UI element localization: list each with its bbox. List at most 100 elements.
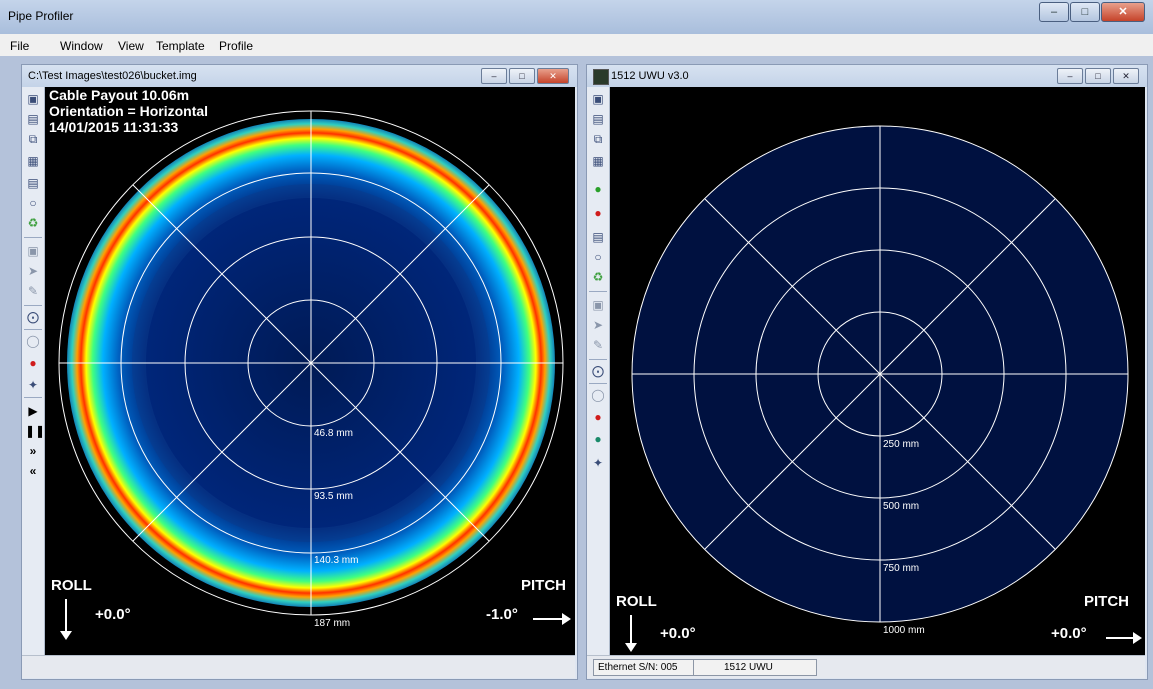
play-icon[interactable]: ▶ [28, 404, 38, 418]
roll-arrow-icon [65, 599, 67, 633]
copy-icon[interactable]: ⧉ [28, 132, 38, 146]
ring-label: 46.8 mm [314, 428, 353, 439]
menu-template[interactable]: Template [156, 39, 205, 53]
circle-icon[interactable]: ○ [29, 196, 37, 210]
pencil-icon[interactable]: ✎ [592, 338, 604, 352]
right-toolbar: ▣ ▤ ⧉ ▦ ● ● ▤ ○ ♻ ▣ ➤ ✎ ⨀ ◯ ● ● ✦ [587, 87, 610, 655]
ring-label: 93.5 mm [314, 491, 353, 502]
roll-label: ROLL [51, 577, 92, 594]
left-sonar-view[interactable]: Cable Payout 10.06m Orientation = Horizo… [45, 87, 575, 655]
save-icon[interactable]: ▣ [27, 92, 39, 106]
toolbar-separator [589, 359, 607, 360]
roll-value: +0.0° [95, 606, 131, 623]
ring-label: 250 mm [883, 439, 920, 450]
calendar-icon[interactable]: ▦ [27, 154, 39, 168]
left-window-titlebar[interactable]: C:\Test Images\test026\bucket.img – □ ✕ [22, 65, 577, 87]
circle-icon[interactable]: ○ [594, 250, 602, 264]
recycle-icon[interactable]: ♻ [592, 270, 604, 284]
app-titlebar: Pipe Profiler – □ ✕ [0, 0, 1153, 35]
ruler-icon[interactable]: ▤ [27, 176, 39, 190]
menu-window[interactable]: Window [60, 39, 103, 53]
pitch-arrow-icon [1106, 637, 1134, 639]
crosshair-icon[interactable]: ⨀ [27, 310, 39, 324]
status-serial: Ethernet S/N: 005 [593, 659, 695, 676]
right-sonar-view[interactable]: 250 mm 500 mm 750 mm 1000 mm ROLL +0.0° … [610, 87, 1145, 655]
left-window-controls: – □ ✕ [479, 68, 569, 84]
ring-label: 187 mm [314, 618, 351, 629]
record-icon[interactable]: ● [594, 410, 602, 424]
ring-label: 500 mm [883, 501, 920, 512]
document-red-icon[interactable]: ● [594, 206, 602, 220]
right-window-title: 1512 UWU v3.0 [611, 70, 689, 82]
menu-file[interactable]: File [10, 39, 30, 53]
pitch-label: PITCH [1084, 593, 1129, 610]
toolbar-separator [24, 329, 42, 330]
roll-arrowhead-icon [60, 631, 72, 640]
roll-label: ROLL [616, 593, 657, 610]
record-icon[interactable]: ● [29, 356, 37, 370]
status-device: 1512 UWU [693, 659, 817, 676]
lasso-icon[interactable]: ◯ [591, 388, 605, 402]
right-device-window: 1512 UWU v3.0 – □ ✕ ▣ ▤ ⧉ ▦ ● ● ▤ ○ ♻ ▣ … [586, 64, 1148, 680]
left-image-window: C:\Test Images\test026\bucket.img – □ ✕ … [21, 64, 578, 680]
crosshair-icon[interactable]: ⨀ [592, 364, 604, 378]
pointer-icon[interactable]: ➤ [27, 264, 39, 278]
menu-profile[interactable]: Profile [219, 39, 254, 53]
toolbar-separator [589, 383, 607, 384]
globe-icon[interactable]: ● [594, 432, 602, 446]
connect-icon[interactable]: ● [594, 182, 602, 196]
pitch-label: PITCH [521, 577, 566, 594]
pointer-icon[interactable]: ➤ [592, 318, 604, 332]
disk-icon[interactable]: ▣ [592, 298, 604, 312]
print-icon[interactable]: ▤ [27, 112, 39, 126]
menu-view[interactable]: View [118, 39, 144, 53]
ring-label: 1000 mm [883, 625, 925, 636]
wand-icon[interactable]: ✦ [592, 456, 604, 470]
right-window-titlebar[interactable]: 1512 UWU v3.0 – □ ✕ [587, 65, 1147, 87]
copy-icon[interactable]: ⧉ [593, 132, 603, 146]
left-statusbar [22, 655, 575, 678]
device-logo-icon [593, 69, 609, 85]
wand-icon[interactable]: ✦ [27, 378, 39, 392]
maximize-icon[interactable]: □ [509, 68, 535, 84]
lasso-icon[interactable]: ◯ [26, 334, 40, 348]
ring-label: 140.3 mm [314, 555, 359, 566]
right-sonar-plot [631, 125, 1129, 623]
rewind-icon[interactable]: « [29, 464, 37, 478]
grid-diagonal [132, 184, 490, 542]
minimize-icon[interactable]: – [1057, 68, 1083, 84]
save-icon[interactable]: ▣ [592, 92, 604, 106]
pitch-arrow-icon [533, 618, 563, 620]
close-icon[interactable]: ✕ [537, 68, 569, 84]
cable-payout-text: Cable Payout 10.06m [49, 87, 190, 103]
disk-icon[interactable]: ▣ [27, 244, 39, 258]
left-toolbar: ▣ ▤ ⧉ ▦ ▤ ○ ♻ ▣ ➤ ✎ ⨀ ◯ ● ✦ ▶ ❚❚ » « [22, 87, 45, 655]
roll-value: +0.0° [660, 625, 696, 642]
print-icon[interactable]: ▤ [592, 112, 604, 126]
recycle-icon[interactable]: ♻ [27, 216, 39, 230]
minimize-icon[interactable]: – [481, 68, 507, 84]
pencil-icon[interactable]: ✎ [27, 284, 39, 298]
minimize-icon[interactable]: – [1039, 2, 1069, 22]
pitch-value: +0.0° [1051, 625, 1087, 642]
ring-label: 750 mm [883, 563, 920, 574]
app-title: Pipe Profiler [8, 9, 74, 23]
roll-arrowhead-icon [625, 643, 637, 652]
roll-arrow-icon [630, 615, 632, 645]
maximize-icon[interactable]: □ [1085, 68, 1111, 84]
left-sonar-plot [58, 110, 564, 616]
maximize-icon[interactable]: □ [1070, 2, 1100, 22]
toolbar-separator [24, 305, 42, 306]
fast-forward-icon[interactable]: » [29, 444, 37, 458]
left-polar-grid [58, 110, 564, 616]
toolbar-separator [24, 237, 42, 238]
close-icon[interactable]: ✕ [1113, 68, 1139, 84]
ruler-icon[interactable]: ▤ [592, 230, 604, 244]
timestamp-text: 14/01/2015 11:31:33 [49, 119, 179, 135]
menubar: File Window View Template Profile [0, 34, 1153, 57]
pitch-arrowhead-icon [562, 613, 571, 625]
pause-icon[interactable]: ❚❚ [25, 424, 46, 438]
calendar-icon[interactable]: ▦ [592, 154, 604, 168]
close-icon[interactable]: ✕ [1101, 2, 1145, 22]
right-polar-grid [631, 125, 1129, 623]
